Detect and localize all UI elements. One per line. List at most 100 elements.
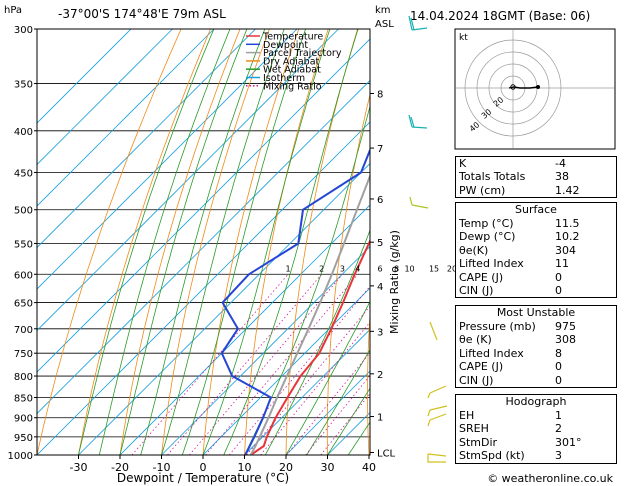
- pressure-tick-label: 700: [14, 325, 33, 336]
- mu-row: θe (K) 308: [459, 333, 576, 347]
- pressure-tick-label: 350: [14, 80, 33, 91]
- km-tick-label: 2: [377, 370, 383, 381]
- wet-adiabat-line: [119, 29, 248, 455]
- km-tick-label: 6: [377, 195, 383, 206]
- mu-row: CIN (J) 0: [459, 373, 562, 387]
- wet-adiabat-line: [78, 29, 215, 455]
- dry-adiabat-line: [161, 29, 270, 455]
- right-axis-title: Mixing Ratio (g/kg): [388, 230, 401, 334]
- mixing-ratio-label: 3: [340, 264, 345, 273]
- dry-adiabat-line: [37, 29, 182, 455]
- km-tick-label: 8: [377, 90, 383, 101]
- wet-adiabat-line: [181, 29, 306, 455]
- isotherm-line: [37, 29, 132, 124]
- temp-tick-label: -30: [70, 461, 88, 474]
- mixing-ratio-line: [205, 274, 359, 455]
- mixing-ratio-line: [228, 285, 370, 455]
- wind-barbs: [408, 15, 448, 463]
- dry-adiabat-line: [617, 29, 629, 455]
- wet-adiabat-line: [202, 29, 331, 455]
- chart-grid: [37, 29, 629, 455]
- index-row: Totals Totals 38: [459, 170, 569, 184]
- km-tick-label: 4: [377, 282, 383, 293]
- hodo-row: StmDir 301°: [459, 435, 582, 449]
- mixing-ratio-label: 2: [319, 264, 324, 273]
- mixing-ratio-label: 8: [394, 264, 399, 273]
- location-title: -37°00'S 174°48'E 79m ASL: [58, 7, 226, 21]
- index-row: K -4: [459, 157, 566, 170]
- legend-label: Temperature: [262, 32, 323, 43]
- legend-label: Dewpoint: [263, 40, 308, 51]
- series-parcel-trajectory-line: [249, 173, 370, 455]
- legend-label: Wet Adiabat: [263, 65, 321, 76]
- isotherm-line: [119, 204, 370, 455]
- legend-label: Dry Adiabat: [263, 56, 320, 67]
- mixing-ratio-label: 4: [355, 264, 360, 273]
- hodo-row: StmSpd (kt) 3: [459, 449, 562, 463]
- hodograph-title: Hodograph: [505, 395, 567, 408]
- dry-adiabat-line: [244, 29, 329, 455]
- mixing-ratio-label: 20: [447, 264, 457, 273]
- dry-adiabat-line: [119, 29, 241, 455]
- mixing-ratio-line: [286, 352, 370, 455]
- mu-row: Pressure (mb) 975: [459, 320, 576, 333]
- temp-tick-label: 20: [279, 461, 293, 474]
- chart-axes: 3003504004505005506006507007508008509009…: [8, 25, 396, 474]
- wet-adiabat-line: [140, 29, 266, 455]
- index-row: PW (cm) 1.42: [459, 183, 580, 197]
- surface-row: Dewp (°C) 10.2: [459, 230, 580, 244]
- pressure-tick-label: 850: [14, 393, 33, 404]
- temp-tick-label: 40: [362, 461, 376, 474]
- indices-top-table: K -4 Totals Totals 38 PW (cm) 1.42: [455, 156, 617, 199]
- isotherm-line: [161, 245, 370, 455]
- mixing-ratio-label: 1: [286, 264, 291, 273]
- km-tick-label: 3: [377, 327, 383, 338]
- mixing-ratio-line: [189, 274, 343, 455]
- mixing-ratio-label: 15: [429, 264, 439, 273]
- copyright: © weatheronline.co.uk: [487, 472, 613, 485]
- dry-adiabat-line: [326, 93, 370, 455]
- mixing-ratio-line: [260, 321, 370, 455]
- pressure-tick-label: 550: [14, 239, 33, 250]
- legend-label: Mixing Ratio: [263, 81, 322, 92]
- temp-tick-label: 0: [200, 461, 207, 474]
- pressure-tick-label: 1000: [8, 451, 33, 462]
- series-temperature-line: [250, 238, 370, 455]
- temp-tick-label: 10: [238, 461, 252, 474]
- asl-label: ASL: [375, 19, 394, 30]
- dry-adiabat-line: [406, 29, 445, 455]
- surface-row: Lifted Index 11: [459, 257, 569, 271]
- isotherm-line: [37, 29, 298, 290]
- isotherm-line: [37, 29, 173, 166]
- chart-series: [220, 147, 370, 455]
- km-tick-label: LCL: [377, 449, 396, 460]
- isotherm-line: [37, 29, 256, 249]
- dry-adiabat-line: [78, 29, 211, 455]
- mu-row: CAPE (J) 0: [459, 360, 562, 374]
- most-unstable-title: Most Unstable: [496, 306, 576, 319]
- pressure-tick-label: 950: [14, 433, 33, 444]
- km-tick-label: 7: [377, 144, 383, 155]
- isotherm-line: [37, 79, 370, 415]
- surface-row: θe(K) 304: [459, 243, 576, 257]
- wet-adiabat-line: [98, 29, 231, 455]
- hodograph: kt 40 30 20: [454, 28, 616, 150]
- isotherm-line: [78, 162, 370, 455]
- pressure-tick-label: 800: [14, 372, 33, 383]
- most-unstable-table: Most Unstable Pressure (mb) 975 θe (K) 308…: [455, 305, 617, 388]
- isotherm-line: [202, 287, 370, 455]
- surface-row: Temp (°C) 11.5: [459, 217, 580, 230]
- pressure-tick-label: 650: [14, 299, 33, 310]
- plot-frame: [36, 28, 371, 456]
- isotherm-line: [37, 29, 339, 332]
- hodograph-trace: [508, 86, 539, 89]
- surface-title: Surface: [515, 203, 557, 216]
- legend-label: Isotherm: [263, 73, 305, 84]
- pressure-tick-label: 900: [14, 414, 33, 425]
- isotherm-line: [37, 121, 370, 455]
- pressure-tick-label: 500: [14, 206, 33, 217]
- hodograph-unit: kt: [459, 33, 468, 43]
- mixing-ratio-labels: 12346810152025: [286, 264, 472, 273]
